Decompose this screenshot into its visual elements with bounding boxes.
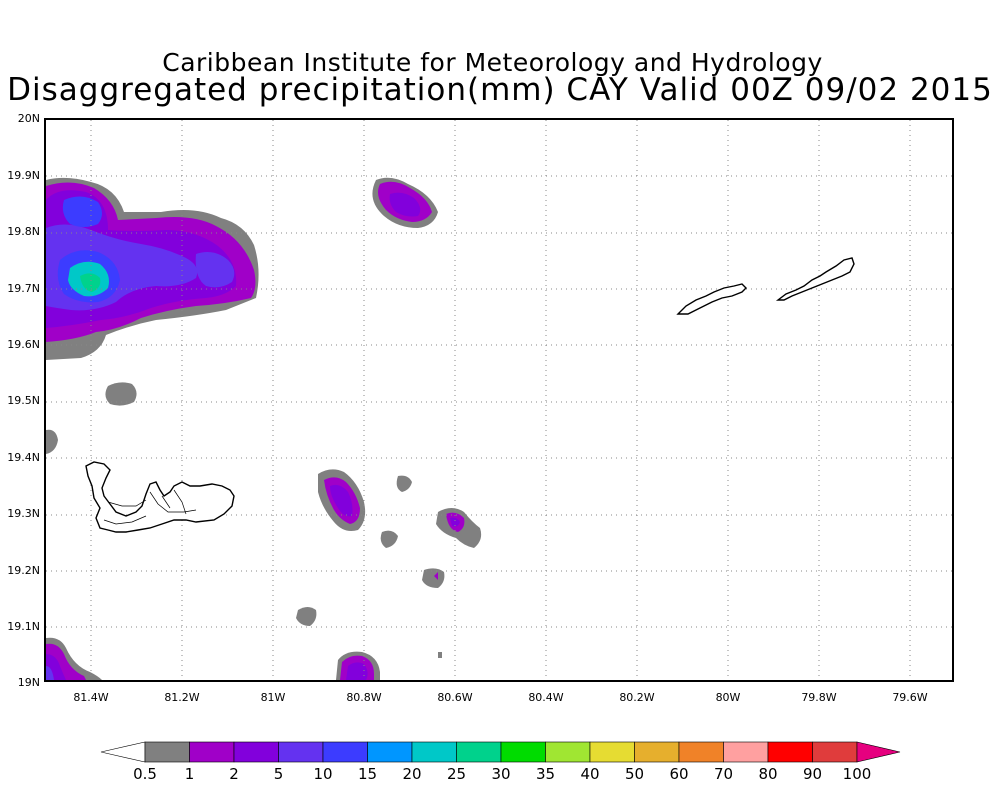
lat-label-19-5n: 19.5N bbox=[7, 394, 40, 407]
lon-label-81w: 81W bbox=[260, 691, 286, 704]
cayman-brac-outline bbox=[775, 257, 855, 301]
precip-cell-southeast bbox=[422, 568, 445, 588]
lat-label-19-1n: 19.1N bbox=[7, 620, 40, 633]
lon-label-81-4w: 81.4W bbox=[73, 691, 109, 704]
colorbar-label: 50 bbox=[624, 765, 645, 783]
lon-label-80-8w: 80.8W bbox=[346, 691, 382, 704]
grand-cayman-outline bbox=[85, 461, 235, 533]
precip-cell-central-elongated bbox=[318, 469, 366, 531]
lat-label-19-7n: 19.7N bbox=[7, 282, 40, 295]
colorbar-swatch bbox=[545, 741, 591, 763]
lon-label-80w: 80W bbox=[715, 691, 741, 704]
precip-cell-west-edge bbox=[46, 429, 58, 454]
lat-label-20n: 20N bbox=[17, 112, 40, 125]
colorbar-swatch bbox=[367, 741, 413, 763]
precipitation-field bbox=[46, 177, 482, 680]
colorbar-label: 80 bbox=[758, 765, 778, 783]
lon-label-80-6w: 80.6W bbox=[437, 691, 473, 704]
colorbar bbox=[100, 741, 902, 763]
lat-label-19-4n: 19.4N bbox=[7, 451, 40, 464]
lon-label-81-2w: 81.2W bbox=[164, 691, 200, 704]
precip-cell-small-b bbox=[380, 530, 398, 548]
precip-cell-west-small bbox=[105, 382, 137, 406]
colorbar-label: 90 bbox=[802, 765, 823, 783]
precip-cell-south-small bbox=[296, 607, 317, 626]
colorbar-swatch bbox=[723, 741, 769, 763]
colorbar-arrow-high bbox=[856, 741, 901, 763]
colorbar-swatch bbox=[322, 741, 368, 763]
grand-cayman-inner bbox=[103, 489, 197, 525]
colorbar-label: 40 bbox=[580, 765, 600, 783]
colorbar-label: 15 bbox=[357, 765, 378, 783]
map-panel bbox=[44, 118, 954, 682]
precip-cell-southwest bbox=[46, 637, 102, 680]
colorbar-label: 25 bbox=[446, 765, 467, 783]
lat-label-19-6n: 19.6N bbox=[7, 338, 40, 351]
colorbar-label: 2 bbox=[229, 765, 239, 783]
colorbar-label: 5 bbox=[273, 765, 284, 783]
precip-cluster-northwest bbox=[46, 177, 259, 360]
lat-label-19-3n: 19.3N bbox=[7, 507, 40, 520]
title-product: Disaggregated precipitation(mm) CAY Vali… bbox=[7, 72, 993, 108]
lat-label-19-8n: 19.8N bbox=[7, 225, 40, 238]
colorbar-label: 0.5 bbox=[133, 765, 157, 783]
map-canvas bbox=[46, 120, 952, 680]
lon-label-80-4w: 80.4W bbox=[528, 691, 564, 704]
lon-label-80-2w: 80.2W bbox=[619, 691, 655, 704]
colorbar-swatch bbox=[189, 741, 235, 763]
colorbar-label: 70 bbox=[713, 765, 734, 783]
island-outlines bbox=[85, 257, 855, 533]
little-cayman-outline bbox=[676, 283, 747, 315]
precip-cell-small-a bbox=[396, 475, 412, 492]
colorbar-swatch bbox=[456, 741, 502, 763]
colorbar-swatch bbox=[812, 741, 858, 763]
lat-label-19-9n: 19.9N bbox=[7, 169, 40, 182]
graticule bbox=[46, 120, 952, 680]
colorbar-graphic bbox=[100, 741, 901, 763]
colorbar-label: 20 bbox=[402, 765, 422, 783]
colorbar-label: 35 bbox=[535, 765, 556, 783]
colorbar-label: 1 bbox=[184, 765, 195, 783]
colorbar-swatch bbox=[589, 741, 635, 763]
title-institute: Caribbean Institute for Meteorology and … bbox=[162, 48, 823, 77]
colorbar-swatch bbox=[678, 741, 724, 763]
lon-label-79-6w: 79.6W bbox=[892, 691, 928, 704]
precip-cell-east bbox=[436, 508, 482, 548]
colorbar-swatch bbox=[144, 741, 190, 763]
colorbar-label: 30 bbox=[491, 765, 511, 783]
precip-cell-tiny bbox=[438, 652, 442, 658]
colorbar-swatch bbox=[767, 741, 813, 763]
colorbar-swatch bbox=[278, 741, 324, 763]
colorbar-label: 60 bbox=[669, 765, 689, 783]
colorbar-swatch bbox=[411, 741, 457, 763]
colorbar-arrow-low bbox=[100, 741, 146, 763]
precip-cell-north bbox=[372, 177, 438, 228]
colorbar-swatch bbox=[233, 741, 279, 763]
colorbar-label: 10 bbox=[313, 765, 333, 783]
lon-label-79-8w: 79.8W bbox=[801, 691, 837, 704]
colorbar-swatch bbox=[500, 741, 546, 763]
colorbar-label: 100 bbox=[842, 765, 872, 783]
lat-label-19n: 19N bbox=[17, 676, 40, 689]
colorbar-swatch bbox=[634, 741, 680, 763]
precip-cell-south bbox=[336, 651, 380, 680]
lat-label-19-2n: 19.2N bbox=[7, 564, 40, 577]
